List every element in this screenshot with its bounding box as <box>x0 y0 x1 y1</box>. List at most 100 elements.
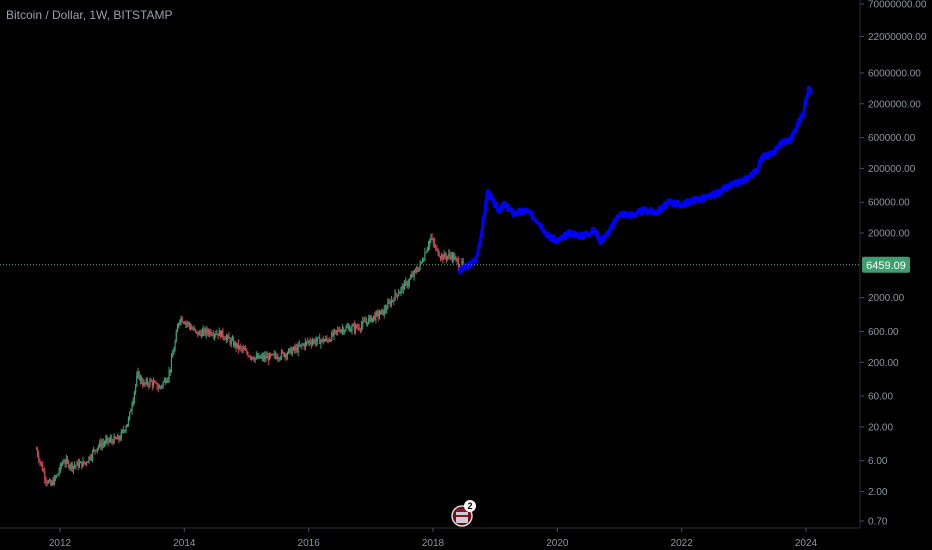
projection-series <box>458 85 814 275</box>
candle-body <box>94 449 96 451</box>
candle-body <box>319 337 321 345</box>
candle-body <box>285 354 287 357</box>
candle-body <box>210 330 212 335</box>
chart-plot-area <box>0 0 861 529</box>
x-axis[interactable]: 2012 2014 2016 2018 2020 2022 2024 <box>49 528 818 549</box>
candle-body <box>38 455 40 461</box>
candle-body <box>442 255 444 260</box>
y-tick-label: 2.00 <box>868 487 888 498</box>
candle-body <box>393 300 395 302</box>
candle-body <box>35 449 37 451</box>
candle-body <box>386 309 388 311</box>
candle-body <box>297 344 299 352</box>
candle-body <box>432 238 434 243</box>
candle-body <box>398 293 400 296</box>
candle-body <box>152 382 155 386</box>
candle-body <box>144 382 146 384</box>
candle-body <box>140 377 143 383</box>
candle-body <box>438 255 440 257</box>
candle-body <box>412 274 414 277</box>
x-tick-label: 2016 <box>298 538 321 549</box>
candle-body <box>95 450 97 452</box>
candle-body <box>427 245 430 249</box>
candle-body <box>39 460 41 462</box>
candle-body <box>231 339 234 341</box>
candle-body <box>255 355 257 358</box>
y-tick-label: 6.00 <box>868 456 888 467</box>
candle-body <box>149 380 151 386</box>
candle-body <box>66 459 69 462</box>
candle-body <box>408 279 410 284</box>
candle-body <box>125 427 127 431</box>
candle-body <box>80 461 82 464</box>
candle-body <box>139 377 141 380</box>
candle-body <box>334 330 336 332</box>
candle-body <box>75 465 77 467</box>
y-tick-label: 600.00 <box>868 327 899 338</box>
candle-body <box>62 462 64 465</box>
candle-body <box>344 330 346 333</box>
candle-body <box>282 351 284 353</box>
candle-body <box>109 438 112 441</box>
candle-body <box>209 330 211 334</box>
y-tick-label: 60.00 <box>868 392 893 403</box>
candle-body <box>421 261 424 263</box>
candle-body <box>172 354 174 358</box>
candle-body <box>290 348 292 355</box>
y-tick-label: 22000000.00 <box>868 32 927 43</box>
candle-body <box>279 357 281 359</box>
candle-body <box>87 461 89 463</box>
candle-body <box>148 384 150 386</box>
candle-body <box>156 382 158 389</box>
candle-body <box>99 442 101 447</box>
candle-body <box>296 347 298 352</box>
candle-body <box>254 357 256 361</box>
candle-body <box>335 330 338 332</box>
candle-body <box>173 349 175 355</box>
candle-body <box>176 327 179 333</box>
candle-body <box>103 442 106 444</box>
candle-body <box>268 353 271 361</box>
candle-body <box>197 331 199 336</box>
candle-body <box>414 270 416 272</box>
candle-body <box>327 339 329 342</box>
candle-body <box>451 254 454 259</box>
candle-body <box>286 353 289 357</box>
candle-body <box>234 342 236 347</box>
candle-body <box>57 473 59 476</box>
y-axis[interactable]: 70000000.00 22000000.00 6000000.00 2000000.… <box>860 0 927 528</box>
candle-body <box>53 477 55 485</box>
candle-body <box>424 252 426 260</box>
candle-body <box>430 237 432 240</box>
candle-body <box>194 329 196 331</box>
candle-body <box>130 410 132 412</box>
projection-line <box>458 85 814 275</box>
x-tick-label: 2022 <box>671 538 694 549</box>
candle-body <box>461 261 463 267</box>
candle-body <box>108 440 110 442</box>
candle-body <box>258 355 260 359</box>
candle-body <box>105 439 107 443</box>
candle-body <box>185 322 187 324</box>
event-badge[interactable]: 2 <box>451 500 476 527</box>
candle-body <box>89 456 91 459</box>
candle-body <box>179 320 181 324</box>
candle-body <box>321 338 323 341</box>
candle-body <box>352 325 354 327</box>
candle-body <box>41 464 43 471</box>
candle-body <box>126 424 128 428</box>
candle-body <box>448 254 450 257</box>
x-tick-label: 2020 <box>546 538 569 549</box>
candle-body <box>411 274 413 278</box>
candle-body <box>259 355 261 359</box>
candle-body <box>119 438 121 440</box>
candle-body <box>353 325 355 331</box>
candle-body <box>178 323 180 328</box>
candle-body <box>146 380 149 385</box>
candle-body <box>399 292 401 294</box>
candle-body <box>272 354 274 356</box>
candle-body <box>233 339 235 347</box>
chart-title: Bitcoin / Dollar, 1W, BITSTAMP <box>6 8 173 22</box>
candle-body <box>58 471 60 474</box>
